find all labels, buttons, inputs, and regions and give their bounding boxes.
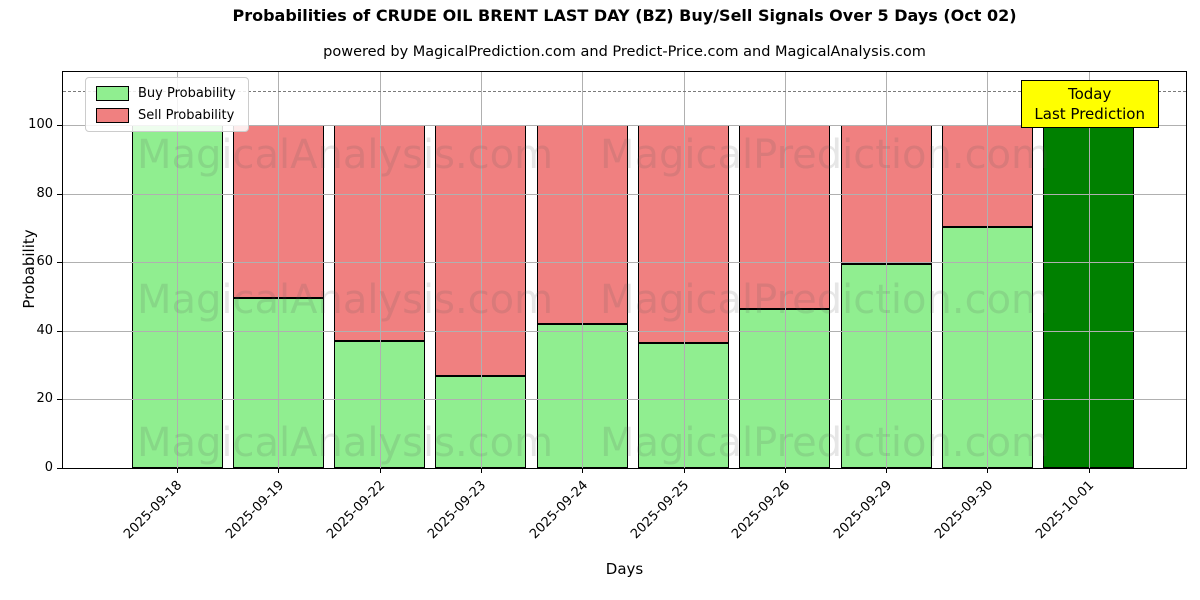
watermark-text: MagicalPrediction.com bbox=[600, 132, 1050, 178]
y-tickmark-60 bbox=[57, 262, 62, 264]
x-ticklabel-2025-09-18: 2025-09-18 bbox=[121, 478, 186, 543]
watermark-text: MagicalPrediction.com bbox=[600, 277, 1050, 323]
y-tickmark-20 bbox=[57, 399, 62, 401]
vertical-gridline-6 bbox=[784, 72, 786, 468]
y-tickmark-100 bbox=[57, 125, 62, 127]
reference-dashed-line bbox=[63, 91, 1186, 93]
y-ticklabel-40: 40 bbox=[36, 322, 53, 338]
x-tickmark-3 bbox=[480, 468, 482, 473]
y-ticklabel-20: 20 bbox=[36, 391, 53, 407]
x-ticklabel-2025-09-29: 2025-09-29 bbox=[830, 478, 895, 543]
x-tickmark-5 bbox=[683, 468, 685, 473]
legend-label-sell: Sell Probability bbox=[138, 108, 235, 123]
today-annotation: Today Last Prediction bbox=[1020, 80, 1159, 128]
legend-item-buy: Buy Probability bbox=[96, 86, 236, 101]
legend-label-buy: Buy Probability bbox=[138, 86, 236, 101]
x-tickmark-0 bbox=[177, 468, 178, 473]
vertical-gridline-9 bbox=[1088, 72, 1090, 468]
watermark-text: MagicalAnalysis.com bbox=[137, 420, 554, 466]
horizontal-gridline-60 bbox=[63, 262, 1186, 264]
x-tickmark-1 bbox=[278, 468, 280, 473]
watermark-text: MagicalAnalysis.com bbox=[137, 132, 554, 178]
x-tickmark-2 bbox=[379, 468, 381, 473]
x-ticklabel-2025-09-30: 2025-09-30 bbox=[931, 478, 997, 543]
vertical-gridline-8 bbox=[987, 72, 989, 468]
x-ticklabel-2025-09-23: 2025-09-23 bbox=[425, 478, 490, 543]
vertical-gridline-2 bbox=[379, 72, 381, 468]
y-ticklabel-0: 0 bbox=[44, 460, 53, 475]
x-tickmark-6 bbox=[784, 468, 786, 473]
x-tickmark-4 bbox=[582, 468, 584, 473]
y-tickmark-80 bbox=[57, 193, 62, 195]
x-tickmark-9 bbox=[1088, 468, 1090, 473]
horizontal-gridline-80 bbox=[63, 193, 1186, 195]
chart-title: Probabilities of CRUDE OIL BRENT LAST DA… bbox=[232, 6, 1017, 25]
x-ticklabel-2025-09-24: 2025-09-24 bbox=[526, 478, 591, 543]
horizontal-gridline-40 bbox=[63, 330, 1186, 332]
vertical-gridline-3 bbox=[480, 72, 482, 468]
chart-subtitle: powered by MagicalPrediction.com and Pre… bbox=[323, 44, 926, 60]
y-tickmark-0 bbox=[57, 468, 62, 469]
legend: Buy Probability Sell Probability bbox=[85, 77, 249, 132]
legend-item-sell: Sell Probability bbox=[96, 108, 236, 123]
vertical-gridline-7 bbox=[886, 72, 888, 468]
sell-probability-swatch-icon bbox=[96, 108, 129, 123]
vertical-gridline-1 bbox=[278, 72, 280, 468]
x-ticklabel-2025-09-22: 2025-09-22 bbox=[324, 478, 389, 543]
y-ticklabel-100: 100 bbox=[28, 117, 53, 133]
x-ticklabel-2025-10-01: 2025-10-01 bbox=[1033, 478, 1098, 543]
x-tickmark-8 bbox=[987, 468, 989, 473]
y-ticklabel-60: 60 bbox=[36, 254, 53, 270]
horizontal-gridline-100 bbox=[63, 125, 1186, 127]
today-annotation-line2: Last Prediction bbox=[1034, 105, 1145, 123]
x-tickmark-7 bbox=[886, 468, 888, 473]
vertical-gridline-4 bbox=[582, 72, 584, 468]
vertical-gridline-5 bbox=[683, 72, 685, 468]
today-annotation-line1: Today bbox=[1067, 85, 1112, 103]
watermark-text: MagicalPrediction.com bbox=[600, 420, 1050, 466]
x-ticklabel-2025-09-19: 2025-09-19 bbox=[222, 478, 287, 543]
plot-area: Buy Probability Sell Probability Today L… bbox=[28, 71, 1187, 542]
y-tickmark-40 bbox=[57, 330, 62, 332]
buy-probability-swatch-icon bbox=[96, 86, 129, 101]
x-ticklabel-2025-09-25: 2025-09-25 bbox=[628, 478, 693, 543]
watermark-text: MagicalAnalysis.com bbox=[137, 277, 554, 323]
y-ticklabel-80: 80 bbox=[36, 185, 53, 201]
x-ticklabel-2025-09-26: 2025-09-26 bbox=[729, 478, 794, 543]
horizontal-gridline-20 bbox=[63, 399, 1186, 401]
x-axis-label: Days bbox=[605, 560, 644, 578]
vertical-gridline-0 bbox=[177, 72, 178, 468]
